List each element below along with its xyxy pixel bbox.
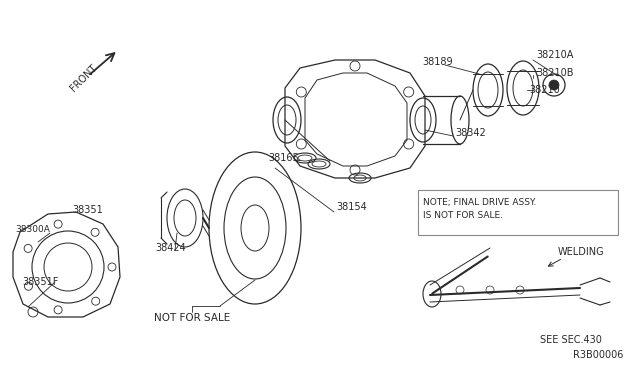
Text: R3B00006: R3B00006: [573, 350, 623, 360]
Text: SEE SEC.430: SEE SEC.430: [540, 335, 602, 345]
Text: 38300A: 38300A: [15, 225, 50, 234]
Text: 38210B: 38210B: [536, 68, 573, 78]
Text: 38210: 38210: [529, 85, 560, 95]
Text: 38351: 38351: [72, 205, 103, 215]
Text: WELDING: WELDING: [558, 247, 605, 257]
Text: 38189: 38189: [422, 57, 452, 67]
Text: FRONT: FRONT: [68, 62, 99, 93]
Text: 38351F: 38351F: [22, 277, 58, 287]
Circle shape: [549, 80, 559, 90]
Text: 38342: 38342: [455, 128, 486, 138]
Bar: [418, 190, 618, 235]
Text: 38165: 38165: [268, 153, 299, 163]
Text: IS NOT FOR SALE.: IS NOT FOR SALE.: [423, 212, 503, 221]
Text: 38210A: 38210A: [536, 50, 573, 60]
Text: 38424: 38424: [155, 243, 186, 253]
Text: 38154: 38154: [336, 202, 367, 212]
Text: NOT FOR SALE: NOT FOR SALE: [154, 313, 230, 323]
Text: NOTE; FINAL DRIVE ASSY.: NOTE; FINAL DRIVE ASSY.: [423, 198, 536, 206]
